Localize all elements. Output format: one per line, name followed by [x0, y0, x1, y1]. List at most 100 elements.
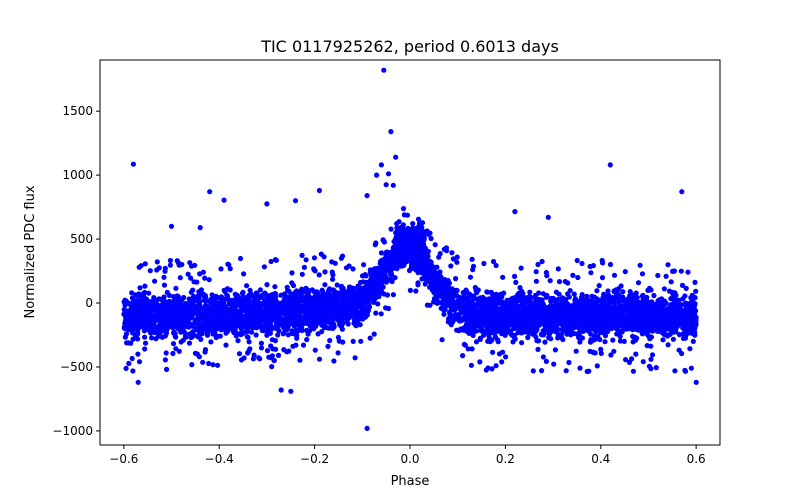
data-point — [590, 320, 596, 326]
data-point — [627, 289, 633, 295]
data-point — [445, 278, 451, 284]
data-point — [528, 324, 534, 330]
data-point — [670, 336, 677, 342]
data-point — [181, 315, 187, 321]
data-points — [121, 67, 699, 431]
data-point — [350, 289, 356, 295]
data-point — [619, 297, 625, 303]
data-point — [677, 314, 683, 320]
data-point — [269, 337, 275, 343]
data-point — [583, 327, 589, 333]
data-point — [463, 328, 470, 334]
data-point — [693, 288, 699, 294]
data-point — [174, 293, 180, 299]
data-point — [492, 334, 498, 340]
data-point — [442, 306, 448, 312]
data-point — [453, 276, 459, 282]
data-point — [465, 346, 471, 352]
data-point — [568, 329, 574, 335]
data-point — [533, 319, 539, 325]
data-point — [146, 290, 152, 296]
data-point — [173, 285, 179, 291]
data-point — [141, 307, 147, 313]
data-point — [625, 319, 632, 325]
data-point — [539, 303, 545, 309]
data-point — [235, 338, 241, 344]
data-point — [221, 313, 227, 320]
data-point — [196, 323, 202, 329]
data-point — [577, 339, 583, 345]
data-point — [339, 326, 345, 332]
data-point — [550, 295, 557, 302]
data-point — [527, 289, 533, 295]
data-point — [676, 301, 682, 307]
data-point — [382, 258, 388, 264]
data-point — [516, 292, 523, 298]
data-point — [212, 305, 218, 311]
data-point — [434, 290, 440, 296]
data-point — [613, 293, 619, 299]
data-point — [673, 320, 680, 326]
data-point — [354, 303, 360, 309]
data-point — [358, 301, 364, 307]
data-point — [534, 338, 540, 344]
data-point — [331, 288, 338, 294]
data-point — [258, 340, 264, 346]
data-point — [330, 325, 336, 331]
data-point — [261, 327, 267, 334]
data-point — [358, 289, 365, 295]
data-point — [134, 325, 140, 331]
data-point — [488, 322, 494, 328]
data-point — [368, 276, 374, 282]
data-point — [172, 311, 178, 317]
data-point — [633, 290, 639, 296]
data-point — [637, 313, 644, 319]
data-point — [188, 289, 194, 295]
data-point — [648, 343, 654, 349]
data-point — [373, 310, 379, 316]
data-point — [614, 331, 620, 337]
data-point — [314, 289, 320, 295]
data-point — [625, 296, 631, 302]
data-point — [680, 296, 686, 302]
data-point — [656, 297, 662, 303]
data-point — [214, 326, 221, 332]
data-point — [304, 337, 310, 343]
data-point — [603, 315, 609, 321]
data-point — [577, 333, 583, 339]
data-point — [588, 337, 594, 343]
data-point — [504, 304, 510, 310]
data-point — [309, 287, 315, 293]
data-point — [611, 300, 617, 306]
data-point — [532, 309, 538, 315]
data-point — [665, 342, 671, 348]
data-point — [504, 313, 510, 319]
data-point — [356, 294, 362, 300]
data-point — [256, 300, 263, 306]
data-point — [159, 308, 165, 314]
data-point — [338, 283, 345, 289]
data-point — [326, 286, 333, 292]
data-point — [165, 318, 171, 324]
data-point — [172, 296, 178, 302]
data-point — [181, 309, 187, 315]
data-point — [126, 300, 132, 307]
data-point — [445, 319, 451, 325]
data-point — [483, 316, 489, 322]
data-point — [431, 296, 438, 302]
data-point — [599, 304, 606, 310]
data-point — [559, 313, 565, 320]
data-point — [278, 292, 284, 298]
data-point — [679, 282, 686, 288]
data-point — [595, 320, 601, 326]
data-point — [620, 308, 626, 314]
data-point — [617, 338, 624, 344]
data-point — [391, 263, 397, 269]
data-point — [121, 311, 127, 317]
data-point — [208, 302, 214, 308]
data-point — [186, 340, 193, 346]
data-point — [259, 316, 265, 322]
data-point — [215, 295, 221, 301]
data-point — [133, 292, 139, 298]
data-point — [264, 282, 270, 288]
